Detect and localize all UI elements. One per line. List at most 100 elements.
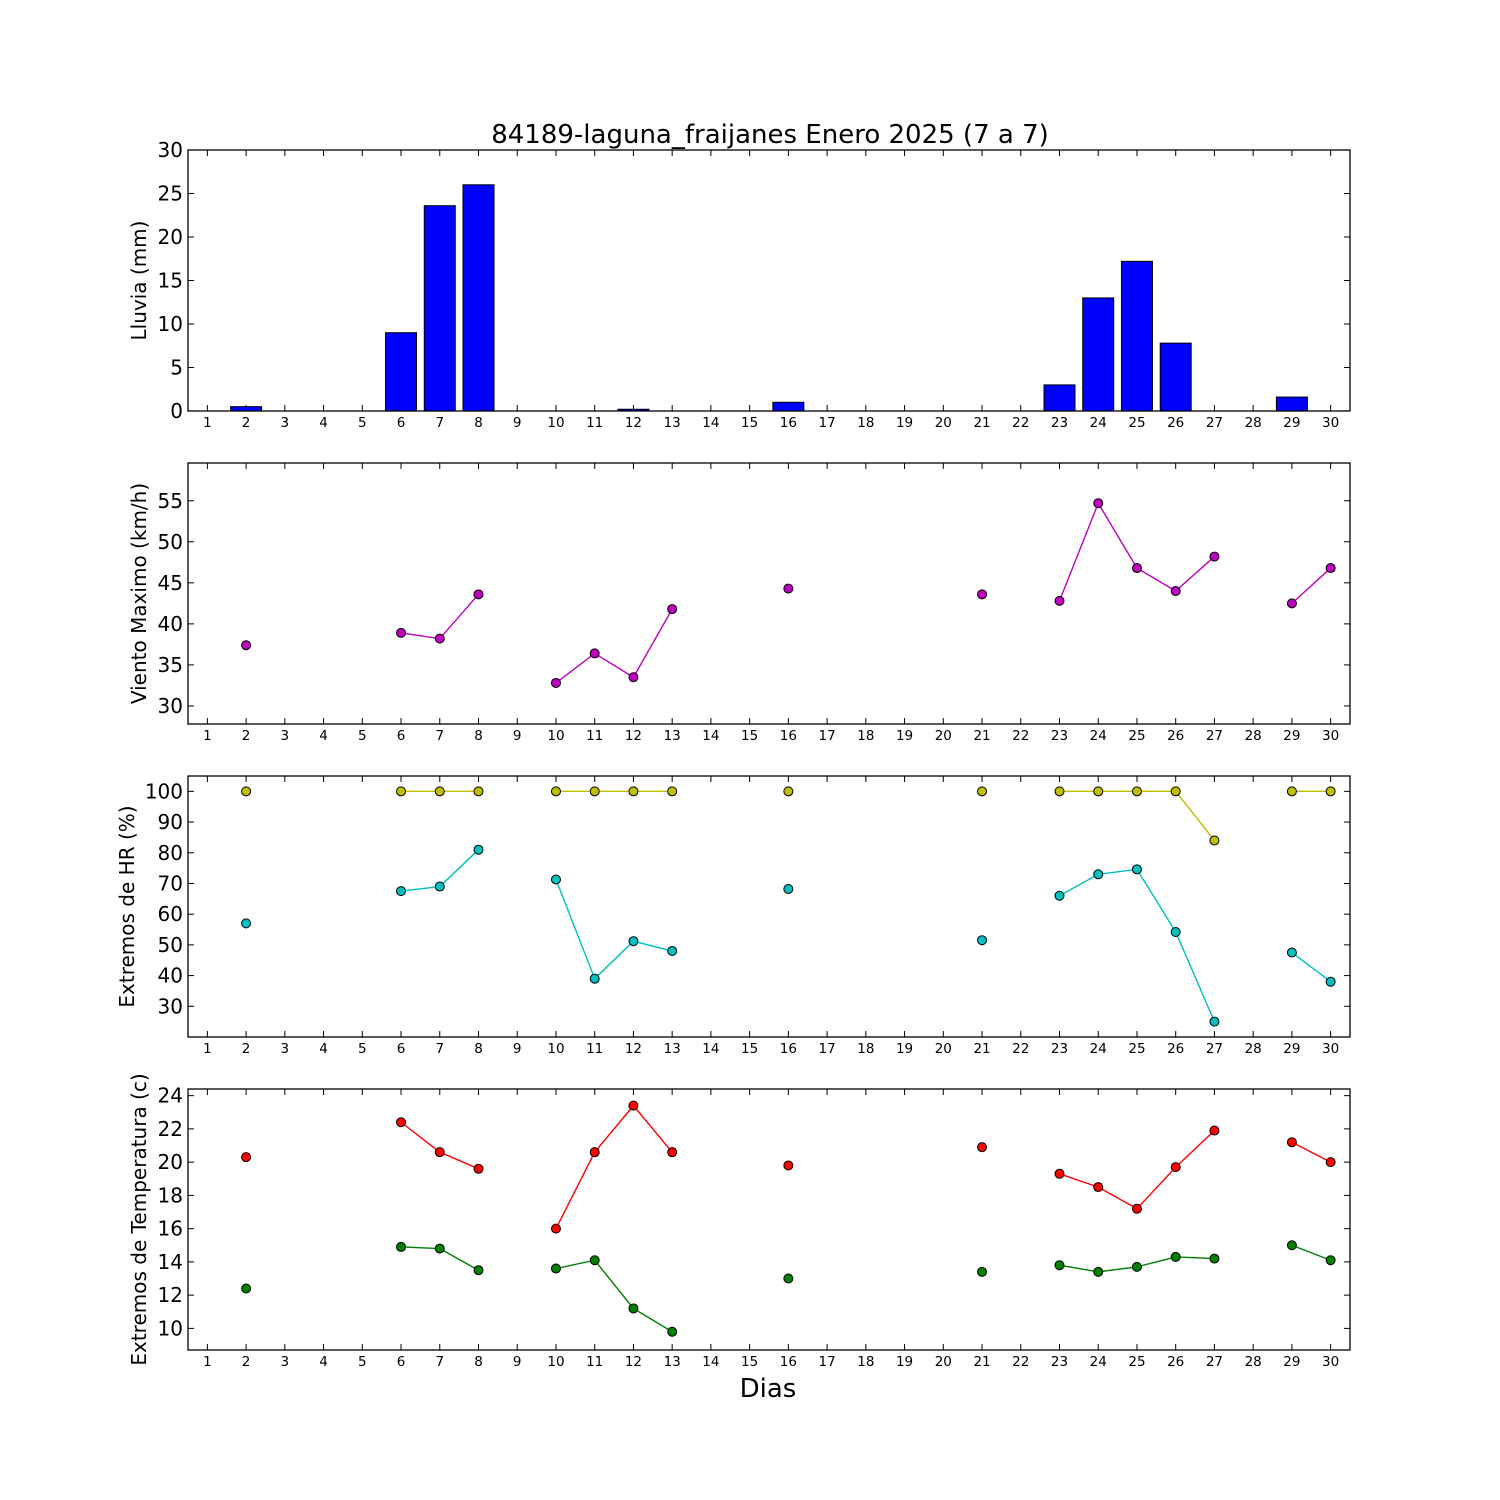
x-tick-label: 10 [547,415,564,431]
x-tick-label: 13 [664,1041,681,1057]
rain-bar-day-26 [1159,342,1192,412]
series-1-point-day-16 [783,583,794,594]
rain-bar-day-2 [230,406,263,412]
x-tick-label: 2 [242,1041,251,1057]
series-1-point-day-25 [1131,1203,1142,1214]
series-1-point-day-2 [241,1152,252,1163]
series-1-point-day-23 [1054,786,1065,797]
x-tick-label: 21 [973,728,990,744]
series-2-point-day-10 [550,874,561,885]
x-tick-label: 23 [1051,1041,1068,1057]
x-tick-label: 18 [857,1354,874,1370]
y-tick-label: 60 [158,902,183,926]
x-tick-label: 18 [857,1041,874,1057]
y-tick-label: 40 [158,612,183,636]
x-tick-label: 1 [203,1041,212,1057]
y-tick-label: 70 [158,871,183,895]
series-1-point-day-7 [434,633,445,644]
y-tick-label: 50 [158,530,183,554]
x-tick-label: 9 [513,1354,522,1370]
x-tick-label: 29 [1283,1354,1300,1370]
x-tick-label: 19 [896,415,913,431]
x-tick-label: 24 [1090,1354,1107,1370]
series-2-point-day-8 [473,1265,484,1276]
x-tick-label: 25 [1128,728,1145,744]
x-tick-label: 17 [819,415,836,431]
x-tick-label: 8 [474,728,483,744]
series-1-point-day-7 [434,786,445,797]
x-tick-label: 27 [1206,1041,1223,1057]
y-tick-label: 25 [158,182,183,206]
x-tick-label: 9 [513,728,522,744]
series-2-point-day-10 [550,1263,561,1274]
rain-bar-day-23 [1043,384,1076,412]
x-axis-label: Dias [740,1374,797,1404]
x-tick-label: 23 [1051,1354,1068,1370]
series-1-line [555,1104,673,1229]
series-1-line [555,608,673,684]
x-tick-label: 11 [586,1354,603,1370]
series-1-line [1059,790,1215,841]
series-2-point-day-29 [1286,947,1297,958]
series-1-point-day-23 [1054,595,1065,606]
x-tick-label: 11 [586,1041,603,1057]
x-tick-label: 7 [435,1041,444,1057]
series-1-point-day-26 [1170,786,1181,797]
y-tick-label: 16 [158,1217,183,1241]
x-tick-label: 13 [664,728,681,744]
y-axis-label: Extremos de Temperatura (c) [127,1073,151,1365]
series-2-point-day-6 [396,1241,407,1252]
y-tick-label: 30 [158,138,183,162]
series-1-line [1058,501,1215,602]
x-tick-label: 20 [935,415,952,431]
series-1-point-day-11 [589,648,600,659]
series-2-line [1059,868,1216,1022]
series-2-point-day-24 [1093,869,1104,880]
series-1-point-day-23 [1054,1168,1065,1179]
x-tick-label: 10 [547,1041,564,1057]
x-tick-label: 30 [1322,415,1339,431]
series-1-point-day-6 [396,627,407,638]
panel-4: Extremos de Temperatura (c) 1012141618202… [127,1073,1351,1370]
series-1-point-day-8 [473,589,484,600]
x-tick-label: 24 [1090,728,1107,744]
series-2-point-day-26 [1170,1251,1181,1262]
series-1-point-day-10 [550,786,561,797]
x-tick-label: 20 [935,1354,952,1370]
series-2-point-day-16 [783,883,794,894]
series-2-point-day-16 [783,1273,794,1284]
y-tick-label: 15 [158,269,183,293]
y-axis-label: Extremos de HR (%) [115,805,139,1007]
series-1-point-day-29 [1286,1137,1297,1148]
series-2-point-day-24 [1093,1266,1104,1277]
x-tick-label: 1 [203,1354,212,1370]
series-2-point-day-25 [1131,864,1142,875]
y-axis-label: Viento Maximo (km/h) [127,483,151,704]
series-1-point-day-24 [1093,786,1104,797]
figure-title: 84189-laguna_fraijanes Enero 2025 (7 a 7… [491,120,1049,150]
x-tick-label: 7 [435,728,444,744]
y-tick-label: 40 [158,964,183,988]
x-tick-label: 27 [1206,415,1223,431]
series-1-point-day-27 [1209,551,1220,562]
series-1-point-day-30 [1325,786,1336,797]
y-tick-label: 90 [158,810,183,834]
series-1-point-day-26 [1170,586,1181,597]
series-1-point-day-12 [628,786,639,797]
y-tick-label: 12 [158,1283,183,1307]
x-tick-label: 21 [973,415,990,431]
series-2-point-day-11 [589,973,600,984]
x-tick-label: 4 [319,728,328,744]
series-1-point-day-6 [396,1117,407,1128]
x-tick-label: 23 [1051,728,1068,744]
series-1-point-day-26 [1170,1162,1181,1173]
series-2-point-day-6 [396,886,407,897]
rain-bar-day-8 [462,184,495,412]
y-tick-label: 35 [158,653,183,677]
series-2-point-day-7 [434,1243,445,1254]
x-tick-label: 25 [1128,1041,1145,1057]
